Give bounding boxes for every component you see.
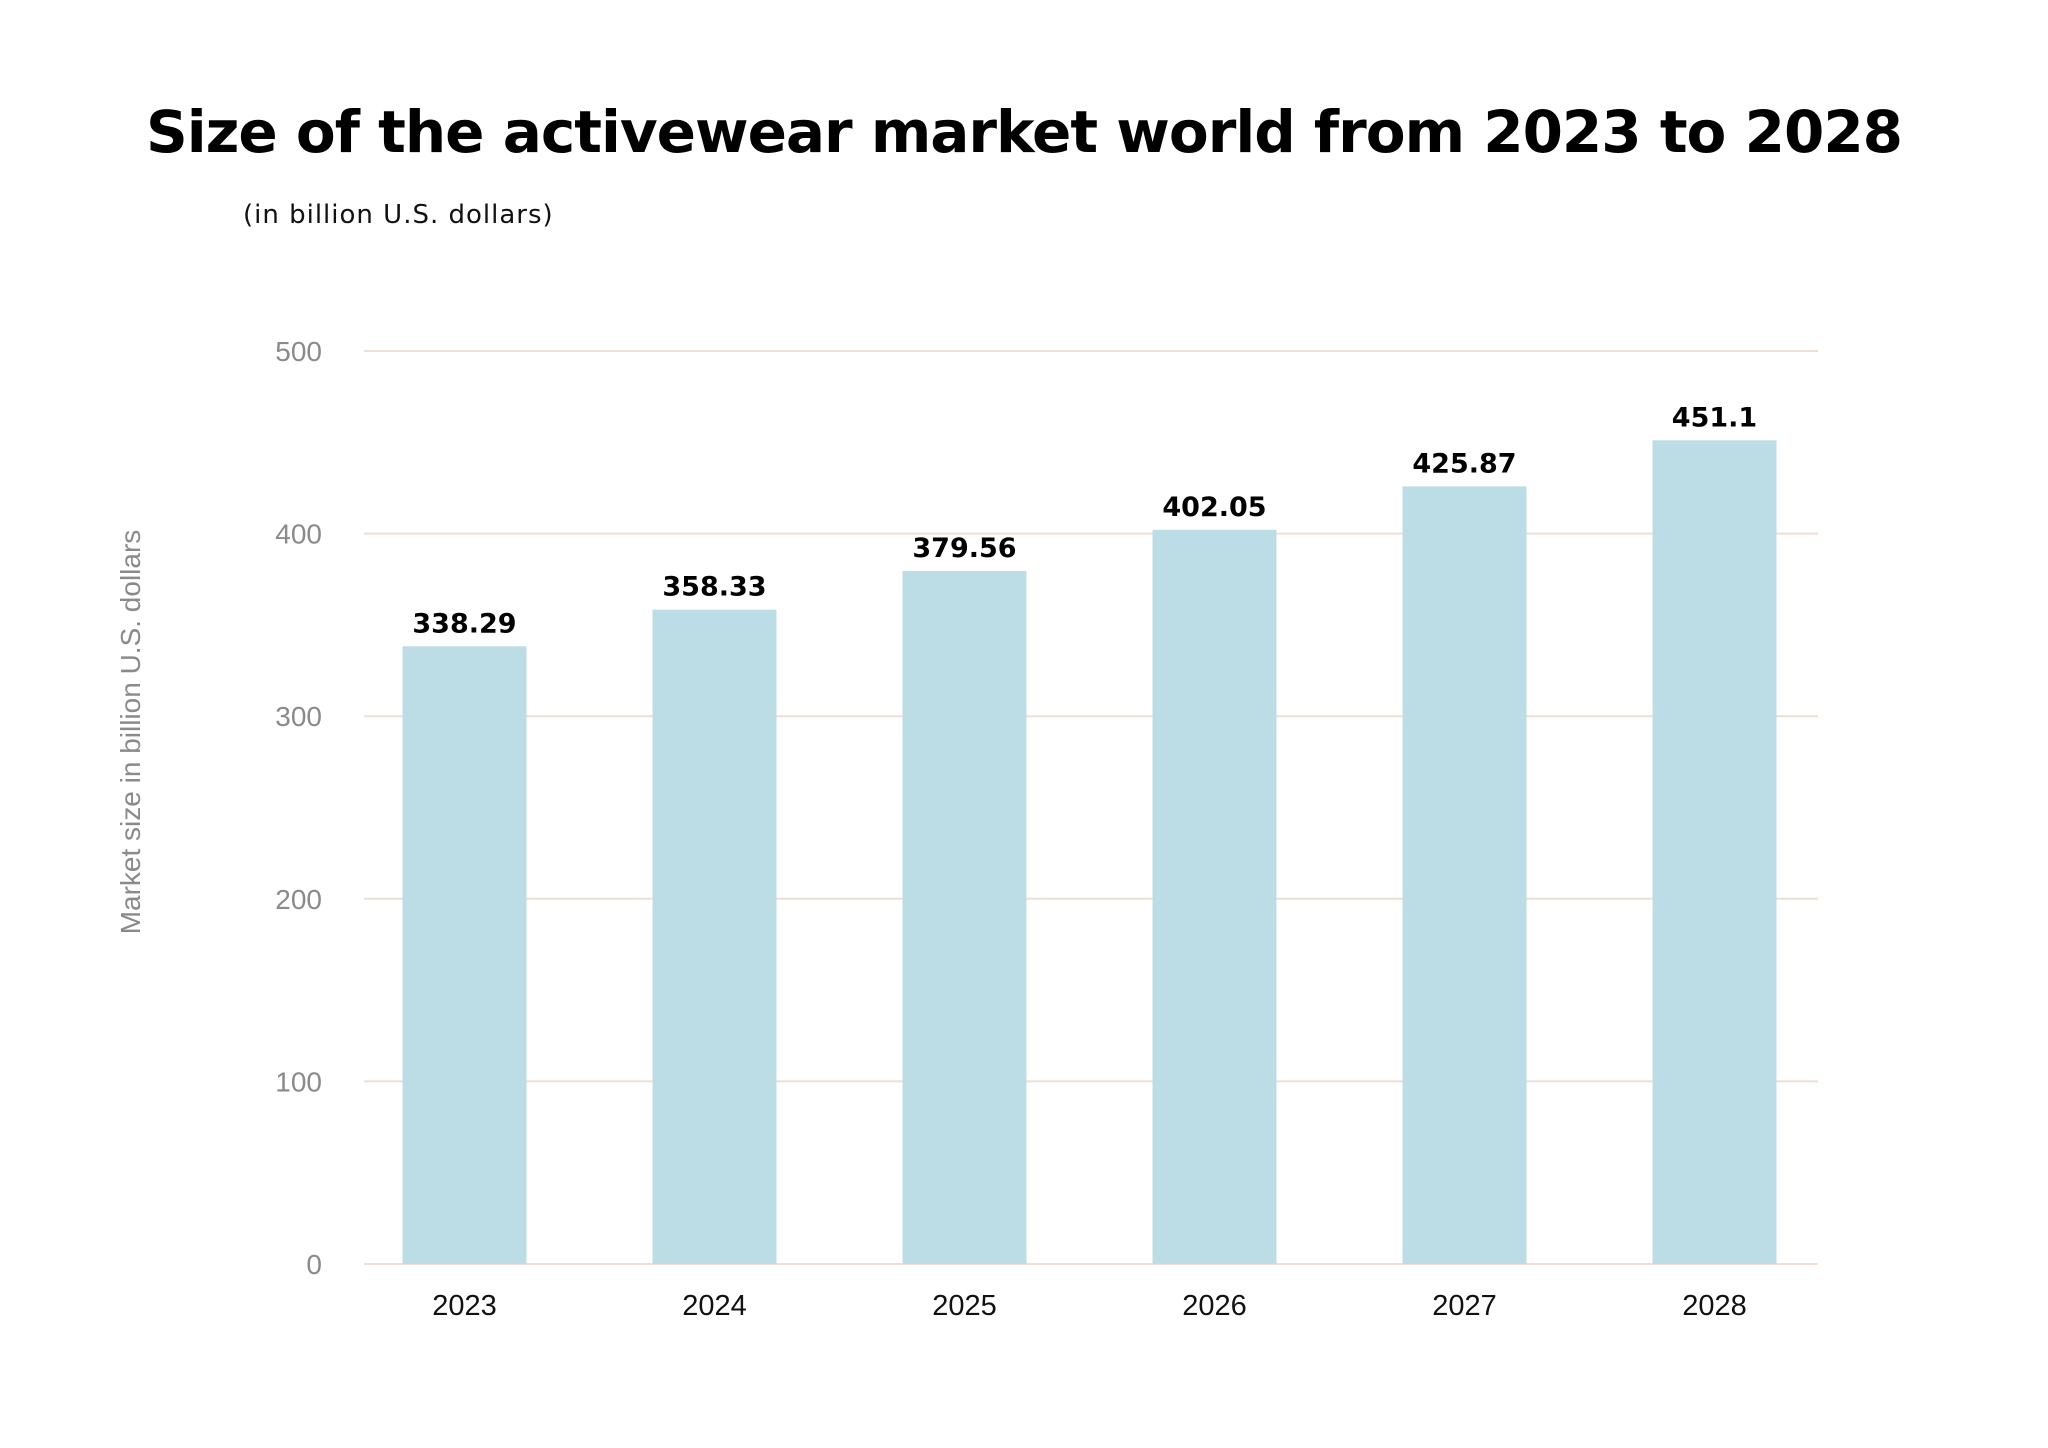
y-tick-label: 200 <box>275 884 322 915</box>
x-tick-label-2026: 2026 <box>1182 1290 1247 1322</box>
y-tick-label: 400 <box>275 519 322 550</box>
bar-2023 <box>402 646 527 1264</box>
gridlines <box>364 350 1818 1265</box>
bar-2025 <box>902 570 1027 1264</box>
y-axis-title: Market size in billion U.S. dollars <box>115 530 146 935</box>
value-label-2023: 338.29 <box>412 608 516 639</box>
y-tick-label: 500 <box>275 336 322 367</box>
labels: 0 100 200 300 400 500 338.29 2023 358.33 2024 379.… <box>275 336 1757 1322</box>
chart-title: Size of the activewear market world from… <box>145 98 1903 166</box>
bar-2024 <box>652 609 777 1264</box>
value-label-2025: 379.56 <box>912 533 1016 564</box>
bar-2028 <box>1652 440 1777 1265</box>
y-tick-label: 100 <box>275 1066 322 1097</box>
x-tick-label-2024: 2024 <box>682 1290 747 1322</box>
value-label-2024: 358.33 <box>662 572 766 603</box>
y-tick-label: 300 <box>275 701 322 732</box>
x-tick-label-2025: 2025 <box>932 1290 997 1322</box>
x-tick-label-2023: 2023 <box>432 1290 497 1322</box>
y-tick-label: 0 <box>306 1249 322 1280</box>
bar-2027 <box>1402 486 1527 1264</box>
value-label-2026: 402.05 <box>1162 492 1266 523</box>
x-tick-label-2028: 2028 <box>1682 1290 1747 1322</box>
value-label-2028: 451.1 <box>1672 402 1757 433</box>
x-tick-label-2027: 2027 <box>1432 1290 1497 1322</box>
bar-2026 <box>1152 529 1277 1264</box>
bars <box>402 440 1777 1265</box>
value-label-2027: 425.87 <box>1412 448 1516 479</box>
chart-subtitle: (in billion U.S. dollars) <box>243 200 554 230</box>
